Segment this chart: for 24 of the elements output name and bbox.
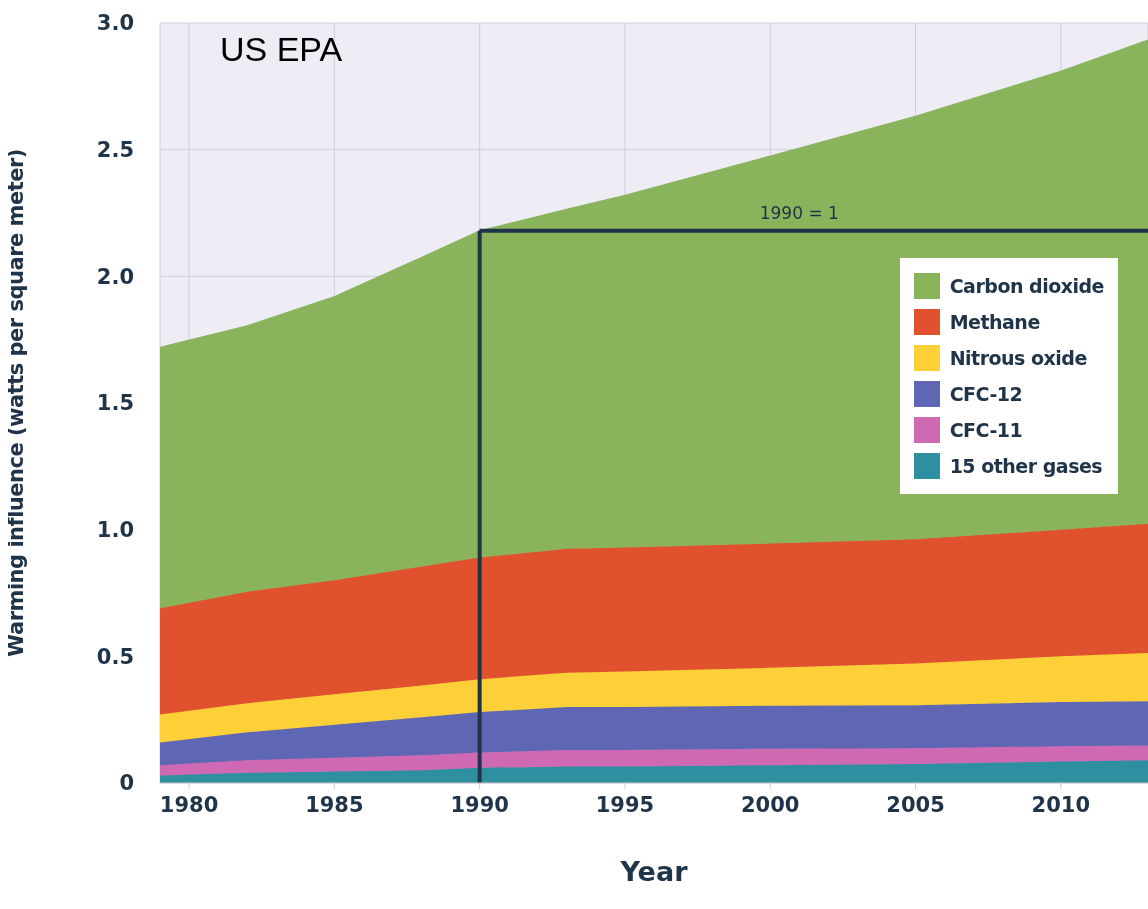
annotation: 1990 = 1	[759, 202, 839, 223]
legend-label: CFC-11	[949, 419, 1023, 441]
legend-label: 15 other gases	[949, 455, 1103, 477]
y-tick-label: 1.5	[96, 391, 134, 416]
y-tick-label: 2.5	[96, 138, 134, 163]
x-tick-label: 1985	[305, 792, 364, 817]
legend-label: CFC-12	[949, 383, 1023, 405]
x-tick-label: 1990	[450, 792, 509, 817]
x-tick-label: 2000	[741, 792, 800, 817]
x-tick-label: 2005	[886, 792, 945, 817]
y-tick-label: 0	[119, 771, 134, 796]
legend-label: Methane	[949, 311, 1040, 333]
y-tick-label: 0.5	[96, 644, 134, 669]
annotation: US EPA	[220, 30, 343, 69]
x-axis-title: Year	[619, 856, 689, 887]
x-tick-label: 2010	[1031, 792, 1091, 817]
x-tick-label: 1980	[159, 792, 219, 817]
x-tick-label: 1995	[595, 792, 655, 817]
legend-label: Nitrous oxide	[949, 347, 1087, 369]
y-tick-label: 2.0	[96, 264, 134, 289]
legend-label: Carbon dioxide	[949, 275, 1104, 297]
y-axis-title: Warming influence (watts per square meter)	[4, 149, 29, 657]
y-tick-label: 1.0	[96, 518, 134, 543]
y-tick-label: 3.0	[96, 11, 134, 36]
